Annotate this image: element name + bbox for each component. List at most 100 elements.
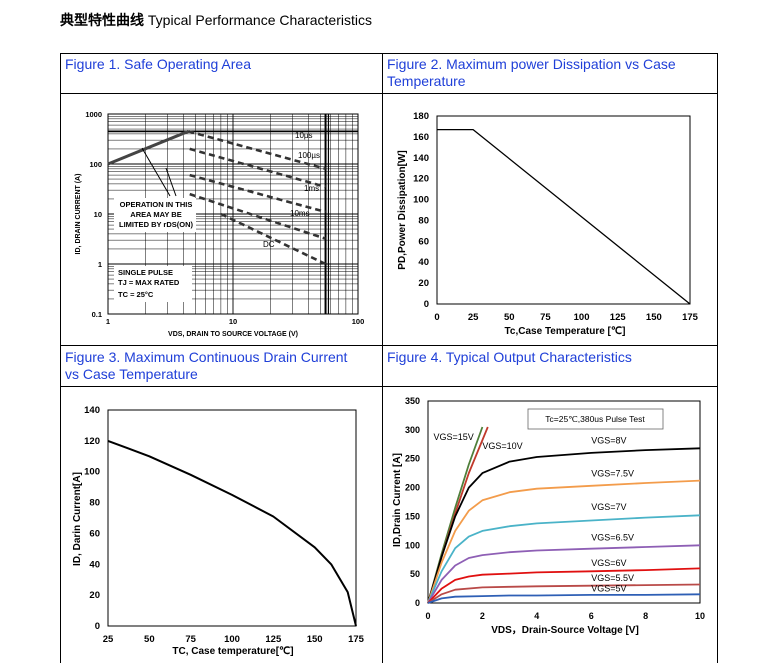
fig4-xlabel: VDS，Drain-Source Voltage [V] <box>491 625 639 636</box>
caption-fig3: Figure 3. Maximum Continuous Drain Curre… <box>65 349 348 382</box>
f1-ytick-label: 0.1 <box>92 310 102 319</box>
f1-xtick-label: 1 <box>106 317 110 326</box>
f2-xtick-label: 125 <box>610 312 627 323</box>
f2-ytick-label: 140 <box>413 153 429 164</box>
page-heading: 典型特性曲线 Typical Performance Characteristi… <box>60 10 372 30</box>
fig3-ylabel: ID, Darin Current[A] <box>72 472 83 566</box>
f4-series-line-vgs-7v <box>427 514 701 604</box>
f3-ytick-label: 100 <box>84 467 100 478</box>
f3-xtick-label: 75 <box>185 634 196 645</box>
fig4-series-label-vgs-6v: VGS=6V <box>591 558 626 568</box>
f2-ytick-label: 0 <box>424 299 429 310</box>
fig1-note-dc: DC <box>263 240 275 249</box>
table-row-line-3 <box>60 386 718 387</box>
f1-series-line-10ms <box>189 192 326 240</box>
f4-ytick-label: 250 <box>405 454 420 464</box>
f1-series-line-limit <box>107 129 189 166</box>
f3-ytick-label: 120 <box>84 436 100 447</box>
f4-series-line-vgs-5v <box>427 593 701 604</box>
f4-xtick-label: 10 <box>695 611 705 621</box>
f4-xtick-label: 8 <box>643 611 648 621</box>
f2-xtick-label: 100 <box>574 312 590 323</box>
f4-series-line-vgs-6v <box>427 567 701 604</box>
f1-ytick-label: 1000 <box>85 110 102 119</box>
chart-safe-operating-area: 1000 100 10 1 0.1 1 10 100 ID, DRAIN CURRENT (A… <box>75 110 364 338</box>
heading-cn: 典型特性曲线 <box>60 13 144 29</box>
f3-ytick-label: 80 <box>89 498 100 509</box>
f1-series-line-100-s <box>189 147 326 189</box>
f2-ytick-label: 80 <box>418 215 429 226</box>
fig4-series-label-vgs-10v: VGS=10V <box>482 441 522 451</box>
f3-ytick-label: 20 <box>89 590 100 601</box>
f4-ytick-label: 300 <box>405 425 420 435</box>
f2-ytick-label: 20 <box>418 278 429 289</box>
f2-series-line <box>437 128 691 305</box>
f2-ytick-label: 40 <box>418 257 429 268</box>
f3-ytick-label: 40 <box>89 559 100 570</box>
fig1-note-single-pulse: SINGLE PULSE <box>118 268 173 277</box>
fig1-note-tj: TJ = MAX RATED <box>118 278 180 287</box>
fig1-note-1ms: 1ms <box>304 184 319 193</box>
f3-xtick-label: 175 <box>348 634 365 645</box>
f2-ytick-label: 100 <box>413 195 429 206</box>
fig2-xlabel: Tc,Case Temperature [℃] <box>505 326 626 337</box>
f3-xtick-label: 125 <box>265 634 282 645</box>
f4-xtick-label: 2 <box>480 611 485 621</box>
f4-series-line-vgs-7-5v <box>427 479 701 604</box>
caption-fig4: Figure 4. Typical Output Characteristics <box>387 349 632 365</box>
f4-ytick-label: 100 <box>405 540 420 550</box>
heading-en: Typical Performance Characteristics <box>147 12 372 28</box>
f1-xtick-label: 100 <box>352 317 365 326</box>
f3-xtick-label: 50 <box>144 634 155 645</box>
fig4-series-label-vgs-6-5v: VGS=6.5V <box>591 533 634 543</box>
table-border-top <box>60 53 718 54</box>
caption-fig2: Figure 2. Maximum power Dissipation vs C… <box>387 56 676 89</box>
f4-series-line-vgs-6-5v <box>427 544 701 604</box>
fig1-note-tc: TC = 25°C <box>118 290 154 299</box>
f3-ytick-label: 60 <box>89 528 100 539</box>
f2-xtick-label: 75 <box>540 312 551 323</box>
f2-ytick-label: 60 <box>418 236 429 247</box>
fig1-arrow-1 <box>141 147 171 197</box>
f2-xtick-label: 25 <box>468 312 479 323</box>
fig4-series-label-vgs-5-5v: VGS=5.5V <box>591 573 634 583</box>
f4-xtick-label: 6 <box>589 611 594 621</box>
f4-series-line-vgs-8v <box>427 447 701 604</box>
fig1-note-10ms: 10ms <box>290 209 310 218</box>
f2-xtick-label: 50 <box>504 312 515 323</box>
fig1-xlabel: VDS, DRAIN TO SOURCE VOLTAGE (V) <box>168 331 298 338</box>
table-row-line-1 <box>60 93 718 94</box>
table-row-line-2 <box>60 345 718 346</box>
f2-xtick-label: 175 <box>682 312 699 323</box>
table-border-left <box>60 53 61 663</box>
chart-drain-current-vs-temp: 0 20 40 60 80 100 120 140 25 50 75 100 125 150 175 ID,… <box>72 405 365 657</box>
table-border-middle <box>382 53 383 663</box>
f3-xtick-label: 100 <box>224 634 240 645</box>
fig1-note-100us: 100µs <box>298 151 320 160</box>
caption-fig1: Figure 1. Safe Operating Area <box>65 56 251 72</box>
f2-ytick-label: 180 <box>413 111 429 122</box>
table-border-right <box>717 53 718 663</box>
f1-ytick-label: 10 <box>94 210 102 219</box>
f2-xtick-label: 0 <box>434 312 439 323</box>
f2-ytick-label: 160 <box>413 132 429 143</box>
f3-plot-frame <box>107 409 357 627</box>
fig4-annotation: Tc=25℃,380us Pulse Test <box>545 414 645 424</box>
f3-ytick-label: 140 <box>84 405 100 416</box>
f1-ytick-label: 100 <box>89 160 102 169</box>
f4-xtick-label: 0 <box>425 611 430 621</box>
fig4-series-label-vgs-7v: VGS=7V <box>591 502 626 512</box>
f1-xtick-label: 10 <box>229 317 237 326</box>
fig1-note-10us: 10µs <box>295 131 313 140</box>
f2-ytick-label: 120 <box>413 174 429 185</box>
f4-ytick-label: 0 <box>415 598 420 608</box>
fig1-note-area: AREA MAY BE <box>130 210 181 219</box>
fig4-ylabel: ID,Drain Current [A] <box>392 453 403 547</box>
f3-ytick-label: 0 <box>95 621 100 632</box>
f1-series-line-1ms <box>189 173 326 214</box>
f1-ytick-label: 1 <box>98 260 102 269</box>
fig1-note-limited: LIMITED BY rDS(ON) <box>119 220 194 229</box>
fig4-series-label-vgs-15v: VGS=15V <box>433 432 473 442</box>
f3-xtick-label: 150 <box>307 634 323 645</box>
fig2-ylabel: PD,Power Dissipation[W] <box>397 150 408 269</box>
